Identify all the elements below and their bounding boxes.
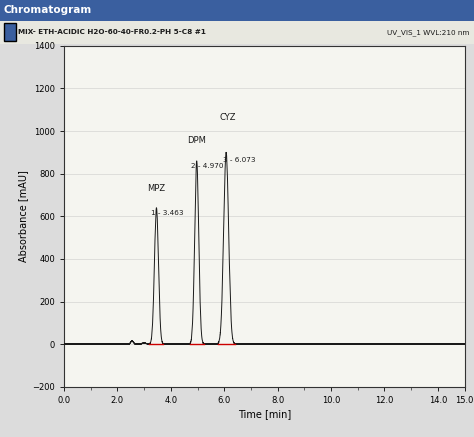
Text: MIX- ETH-ACIDIC H2O-60-40-FR0.2-PH 5-C8 #1: MIX- ETH-ACIDIC H2O-60-40-FR0.2-PH 5-C8 … xyxy=(18,29,206,35)
Text: 1 - 3.463: 1 - 3.463 xyxy=(151,210,183,216)
Text: CYZ: CYZ xyxy=(219,112,236,121)
Text: 2 - 4.970: 2 - 4.970 xyxy=(191,163,223,170)
X-axis label: Time [min]: Time [min] xyxy=(237,409,291,419)
Text: MPZ: MPZ xyxy=(147,184,165,193)
Text: 3 - 6.073: 3 - 6.073 xyxy=(223,157,255,163)
Text: UV_VIS_1 WVL:210 nm: UV_VIS_1 WVL:210 nm xyxy=(387,29,469,36)
FancyBboxPatch shape xyxy=(4,23,16,42)
Text: Chromatogram: Chromatogram xyxy=(4,6,92,15)
Text: DPM: DPM xyxy=(187,136,206,145)
Y-axis label: Absorbance [mAU]: Absorbance [mAU] xyxy=(18,170,28,262)
